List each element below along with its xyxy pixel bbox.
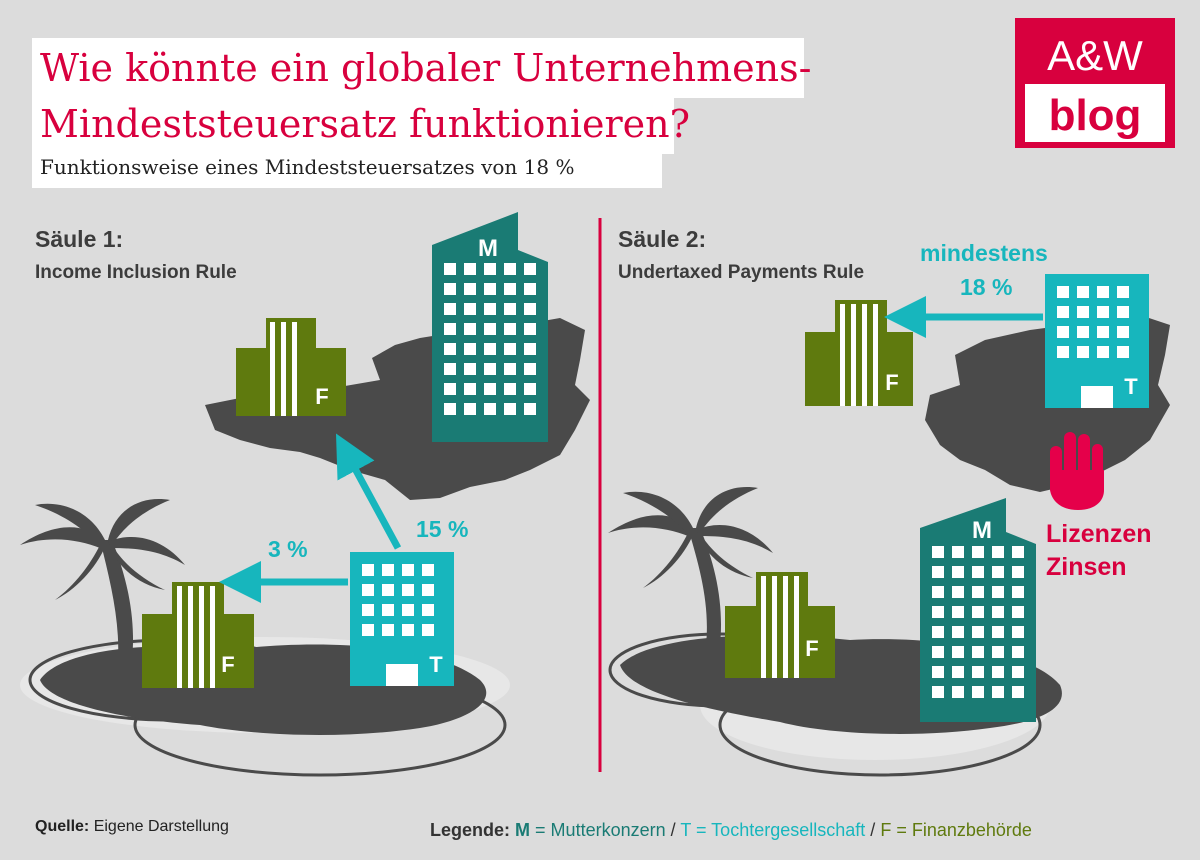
- pillar-1-rule: Income Inclusion Rule: [35, 262, 237, 283]
- source-note: Quelle: Eigene Darstellung: [35, 818, 229, 836]
- page-title: Wie könnte ein globaler Unternehmens-Min…: [40, 46, 812, 146]
- building-label-f: F: [885, 370, 898, 395]
- aw-blog-logo: A&W blog: [1015, 18, 1175, 148]
- legend-m-text: = Mutterkonzern: [535, 820, 666, 840]
- building-label-m: M: [972, 517, 992, 544]
- logo-text-aw: A&W: [1047, 32, 1143, 79]
- title-background-line2: [32, 98, 674, 154]
- palm-tree-left-icon: [20, 499, 185, 660]
- page-subtitle: Funktionsweise eines Mindeststeuersatzes…: [40, 155, 575, 179]
- subsidiary-building-right: T: [1045, 274, 1149, 408]
- subsidiary-building-left: T: [350, 552, 454, 686]
- blocked-payment-licenses: Lizenzen: [1046, 520, 1152, 548]
- building-label-t: T: [429, 652, 443, 677]
- palm-tree-right-icon: [608, 487, 773, 645]
- legend-label: Legende:: [430, 820, 511, 840]
- legend: Legende: M = Mutterkonzern / T = Tochter…: [430, 820, 1032, 841]
- rate-label-18: 18 %: [960, 274, 1013, 300]
- logo-text-blog: blog: [1049, 91, 1142, 140]
- tax-authority-building-home-left: F: [236, 318, 346, 416]
- rate-label-3: 3 %: [268, 536, 308, 562]
- mother-company-building-left: M: [432, 212, 548, 442]
- building-label-f: F: [221, 652, 234, 677]
- rate-label-15: 15 %: [416, 516, 469, 542]
- building-label-f: F: [805, 636, 818, 661]
- legend-t-text: T = Tochtergesellschaft: [680, 820, 866, 840]
- building-label-f: F: [315, 384, 328, 409]
- blocked-payment-interest: Zinsen: [1046, 553, 1127, 581]
- pillar-2-rule: Undertaxed Payments Rule: [618, 262, 865, 283]
- source-label: Quelle:: [35, 818, 90, 835]
- arrow-t-to-home-f: [335, 433, 402, 550]
- legend-f-text: F = Finanzbehörde: [880, 820, 1032, 840]
- tax-authority-building-island-left: F: [142, 582, 254, 688]
- source-text: Eigene Darstellung: [93, 818, 229, 835]
- legend-separator: /: [670, 820, 676, 840]
- legend-separator: /: [870, 820, 876, 840]
- tax-authority-building-home-right: F: [805, 300, 913, 406]
- tax-authority-building-island-right: F: [725, 572, 835, 678]
- minimum-label: mindestens: [920, 240, 1048, 266]
- subtitle-background: [32, 154, 662, 188]
- building-label-m: M: [478, 235, 498, 262]
- building-label-t: T: [1124, 374, 1138, 399]
- pillar-2-heading: Säule 2:: [618, 226, 707, 252]
- mother-company-building-right: M: [920, 498, 1036, 722]
- pillar-1-heading: Säule 1:: [35, 226, 124, 252]
- legend-m-key: M: [515, 820, 531, 840]
- title-background: [32, 38, 804, 98]
- stop-hand-icon: [1050, 432, 1104, 510]
